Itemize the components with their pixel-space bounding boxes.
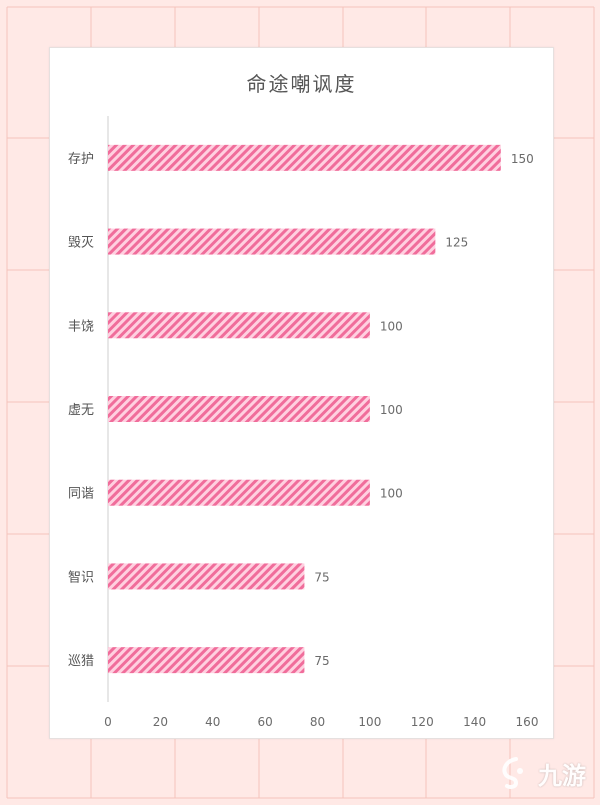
x-tick-label: 140 [463,715,486,729]
category-label: 同谐 [68,487,94,502]
data-label: 125 [445,236,468,250]
category-label: 巡猎 [68,654,94,669]
category-label: 存护 [68,152,94,167]
watermark: 九游 [494,753,586,793]
x-tick-label: 160 [516,715,539,729]
x-tick-label: 0 [104,715,112,729]
category-label: 丰饶 [68,319,94,334]
x-tick-label: 120 [411,715,434,729]
chart-title: 命途嘲讽度 [246,72,357,96]
bar [108,396,370,422]
bar [108,228,436,255]
bar [108,479,370,506]
watermark-text: 九游 [538,761,586,790]
bar [108,144,501,171]
x-tick-label: 100 [358,715,381,729]
x-tick-label: 20 [153,715,168,729]
data-label: 75 [314,654,329,668]
category-label: 智识 [68,570,94,585]
data-label: 100 [380,487,403,501]
data-label: 75 [314,570,329,584]
x-tick-label: 60 [257,715,272,729]
data-label: 150 [511,152,534,166]
chart-card: 命途嘲讽度 0 20 40 60 80 100 120 140 160 存护毁灭丰饶虚无同谐智识巡… [49,47,554,739]
data-label: 100 [380,403,403,417]
bar [108,647,305,674]
category-label: 毁灭 [68,236,94,251]
bar [108,312,370,339]
data-label: 100 [380,319,403,333]
x-tick-label: 40 [205,715,220,729]
jiuyou-logo-icon [502,757,523,789]
x-tick-label: 80 [310,715,325,729]
category-label: 虚无 [68,403,94,418]
bar [108,563,305,590]
